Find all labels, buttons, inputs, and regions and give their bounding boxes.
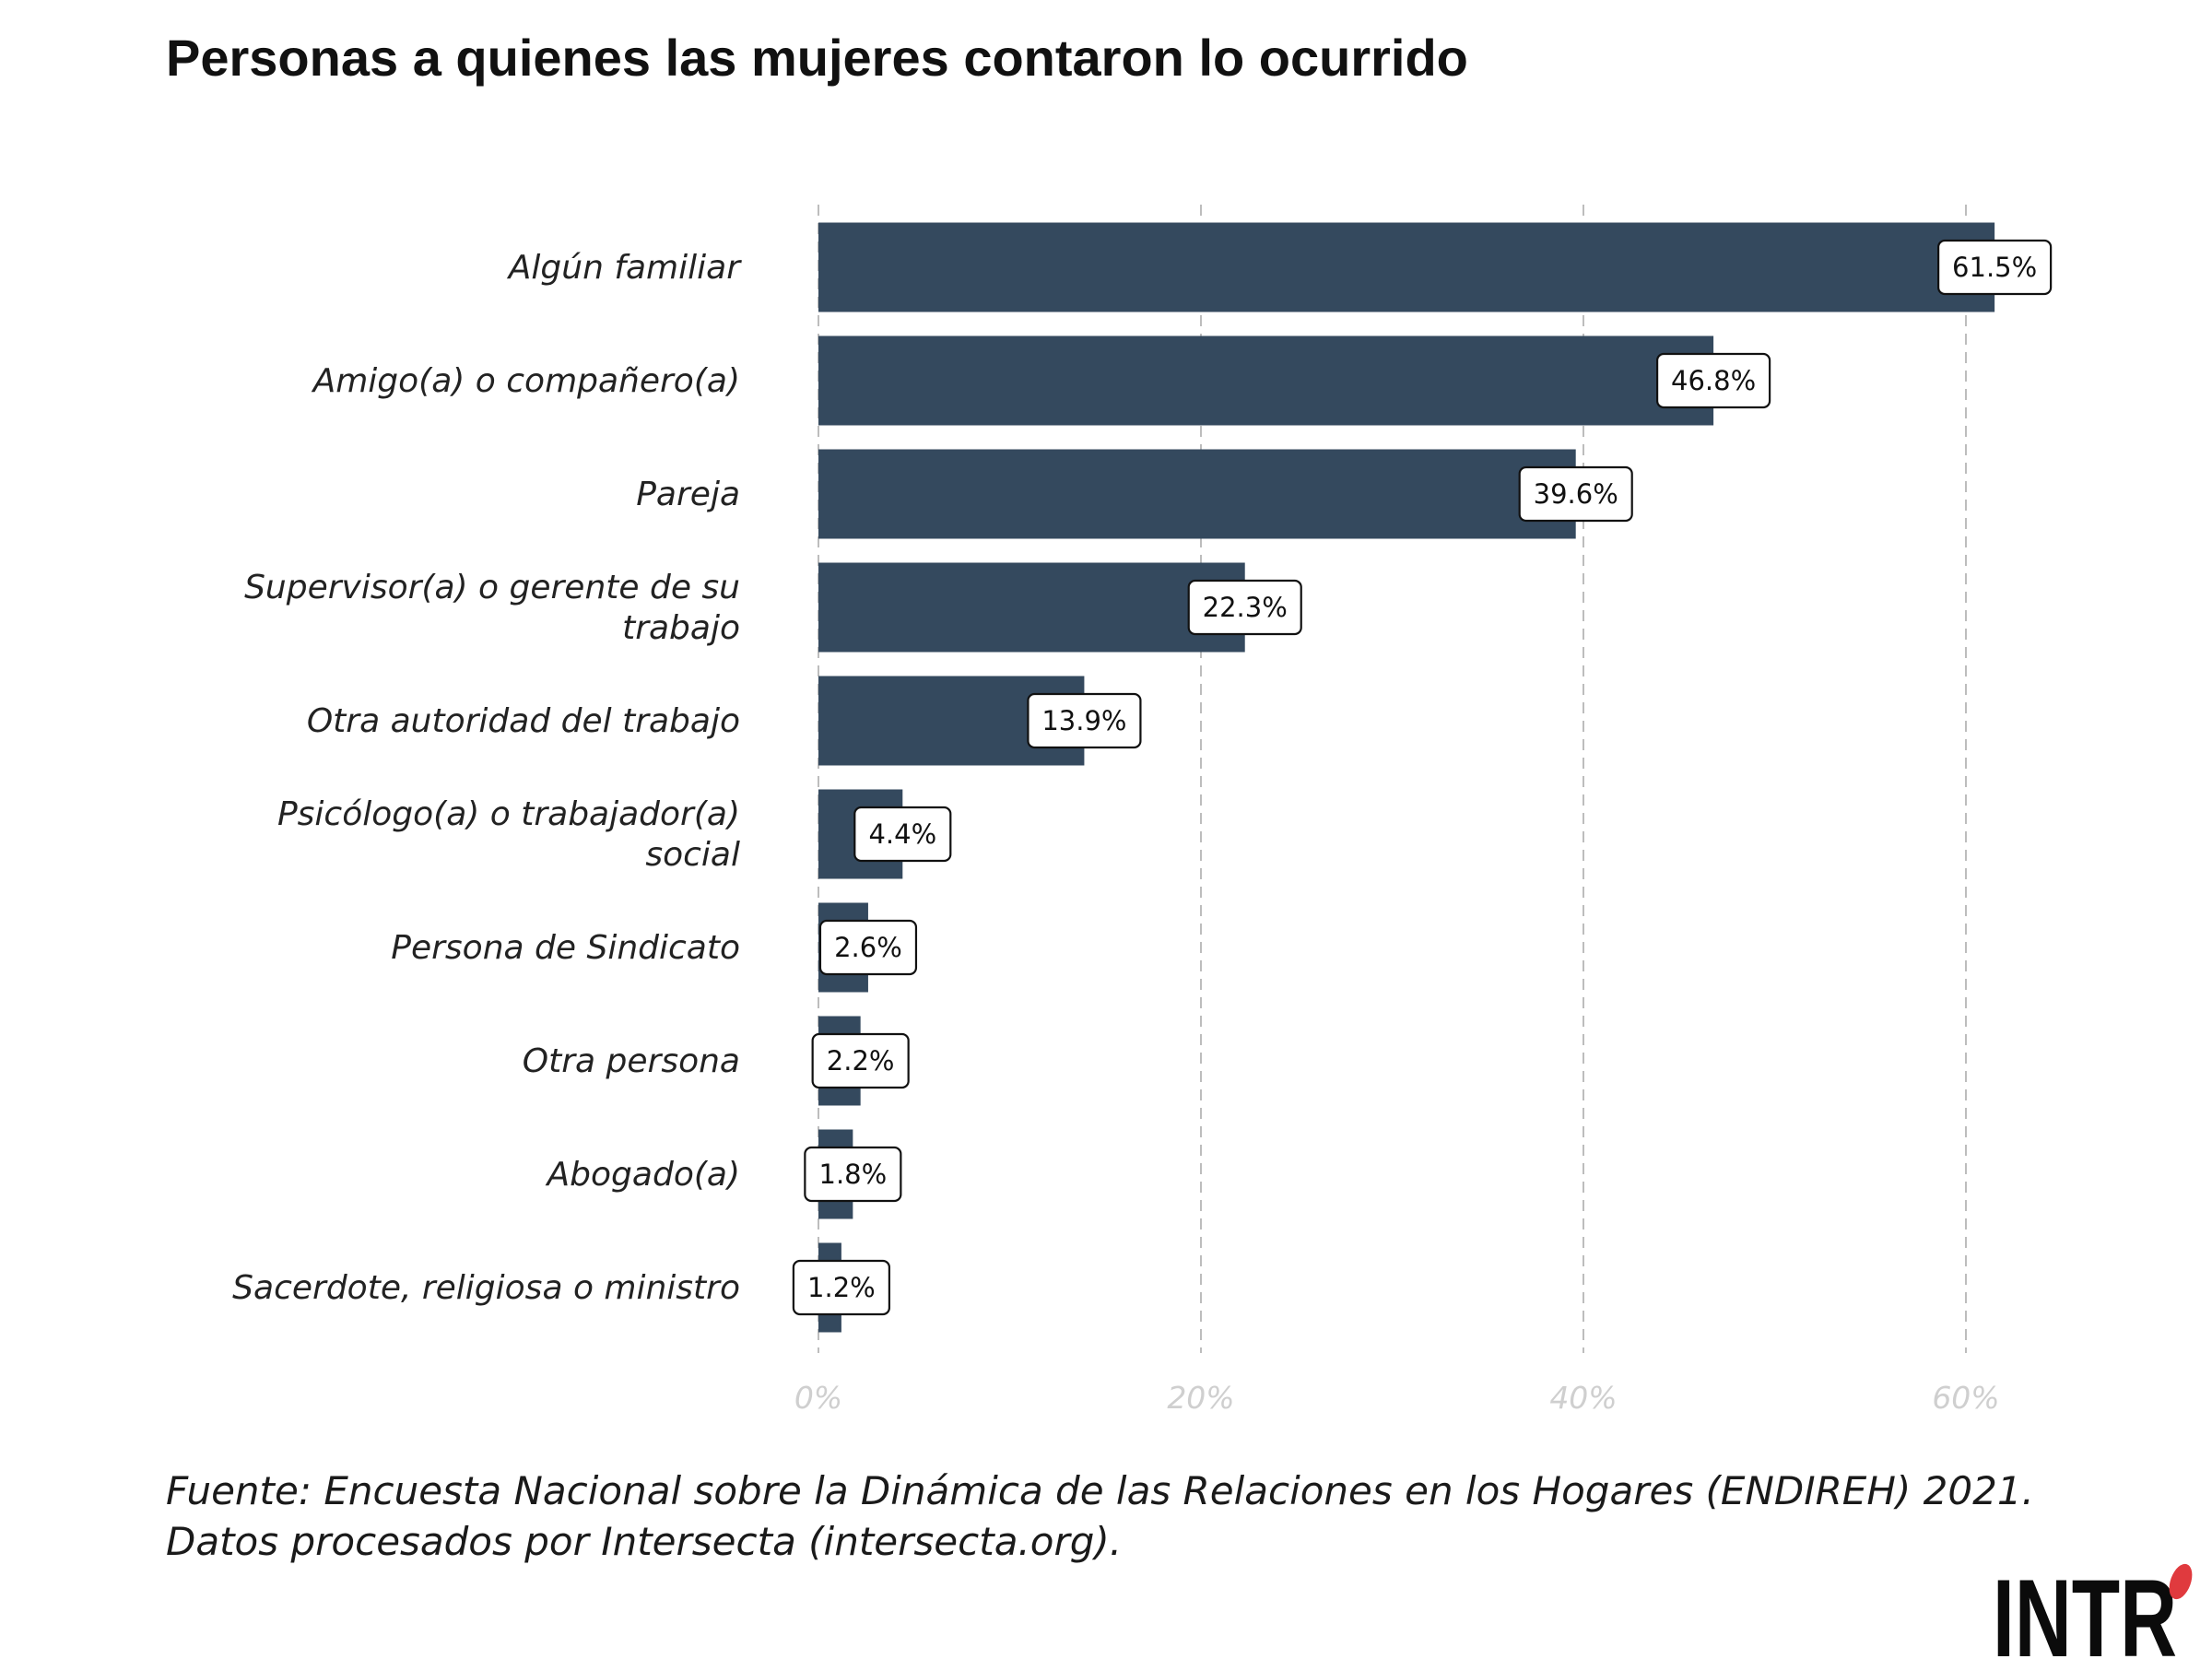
data-label-box xyxy=(1187,579,1302,636)
category-label: Sacerdote, religiosa o ministro xyxy=(232,1269,740,1307)
x-tick-label: 40% xyxy=(1549,1380,1617,1416)
logo-dot xyxy=(2169,1563,2193,1600)
data-label: 22.3% xyxy=(1203,592,1288,623)
data-label: 2.6% xyxy=(834,932,902,963)
data-label-box xyxy=(804,1146,902,1203)
data-label: 4.4% xyxy=(868,818,936,850)
category-label: Abogado(a) xyxy=(546,1156,740,1194)
data-label: 46.8% xyxy=(1671,365,1756,396)
value-labels: 61.5% 46.8% 39.6% 22.3% 13.9% 4.4% 2.6% 2.2% 1.8… xyxy=(792,239,2053,1316)
data-label: 1.2% xyxy=(807,1272,876,1303)
category-labels: Algún familiar Amigo(a) o compañero(a) Par… xyxy=(232,249,742,1307)
data-label-box xyxy=(811,1032,910,1089)
category-label: Amigo(a) o compañero(a) xyxy=(312,362,740,400)
bar xyxy=(818,562,1245,653)
category-label: Algún familiar xyxy=(507,249,742,287)
data-label-box xyxy=(818,919,918,976)
bars xyxy=(818,222,1995,1333)
category-label: trabajo xyxy=(622,609,740,647)
data-label-box xyxy=(1655,352,1771,409)
x-tick-label: 20% xyxy=(1167,1380,1234,1416)
data-label: 39.6% xyxy=(1534,478,1618,510)
source-line-1: Fuente: Encuesta Nacional sobre la Dinám… xyxy=(166,1468,2034,1513)
category-label: Psicólogo(a) o trabajador(a) xyxy=(277,795,740,833)
bar xyxy=(818,222,1995,312)
category-label: Pareja xyxy=(636,476,740,513)
bar xyxy=(818,449,1576,539)
data-label: 2.2% xyxy=(827,1045,895,1077)
bar xyxy=(818,335,1714,426)
data-label: 1.8% xyxy=(819,1159,888,1190)
category-label: Supervisor(a) o gerente de su xyxy=(244,569,740,606)
data-label-box xyxy=(1027,692,1142,749)
data-label-box xyxy=(853,806,952,863)
source-line-2: Datos procesados por Intersecta (interse… xyxy=(166,1519,1122,1564)
intersecta-logo: INTR xyxy=(1993,1557,2193,1659)
data-label-box xyxy=(792,1259,891,1316)
category-label: Otra autoridad del trabajo xyxy=(307,702,740,740)
category-label: social xyxy=(645,836,740,874)
category-label: Otra persona xyxy=(523,1042,740,1080)
data-label-box xyxy=(1937,239,2053,296)
logo-text: INTR xyxy=(1993,1557,2177,1659)
x-tick-label: 60% xyxy=(1932,1380,1999,1416)
x-axis-ticks: 0% 20% 40% 60% xyxy=(794,1380,2000,1416)
chart-title: Personas a quienes las mujeres contaron … xyxy=(166,29,1468,87)
category-label: Persona de Sindicato xyxy=(391,929,740,967)
x-tick-label: 0% xyxy=(794,1380,842,1416)
data-label: 13.9% xyxy=(1041,705,1126,736)
data-label: 61.5% xyxy=(1952,252,2037,283)
data-label-box xyxy=(1518,465,1633,523)
